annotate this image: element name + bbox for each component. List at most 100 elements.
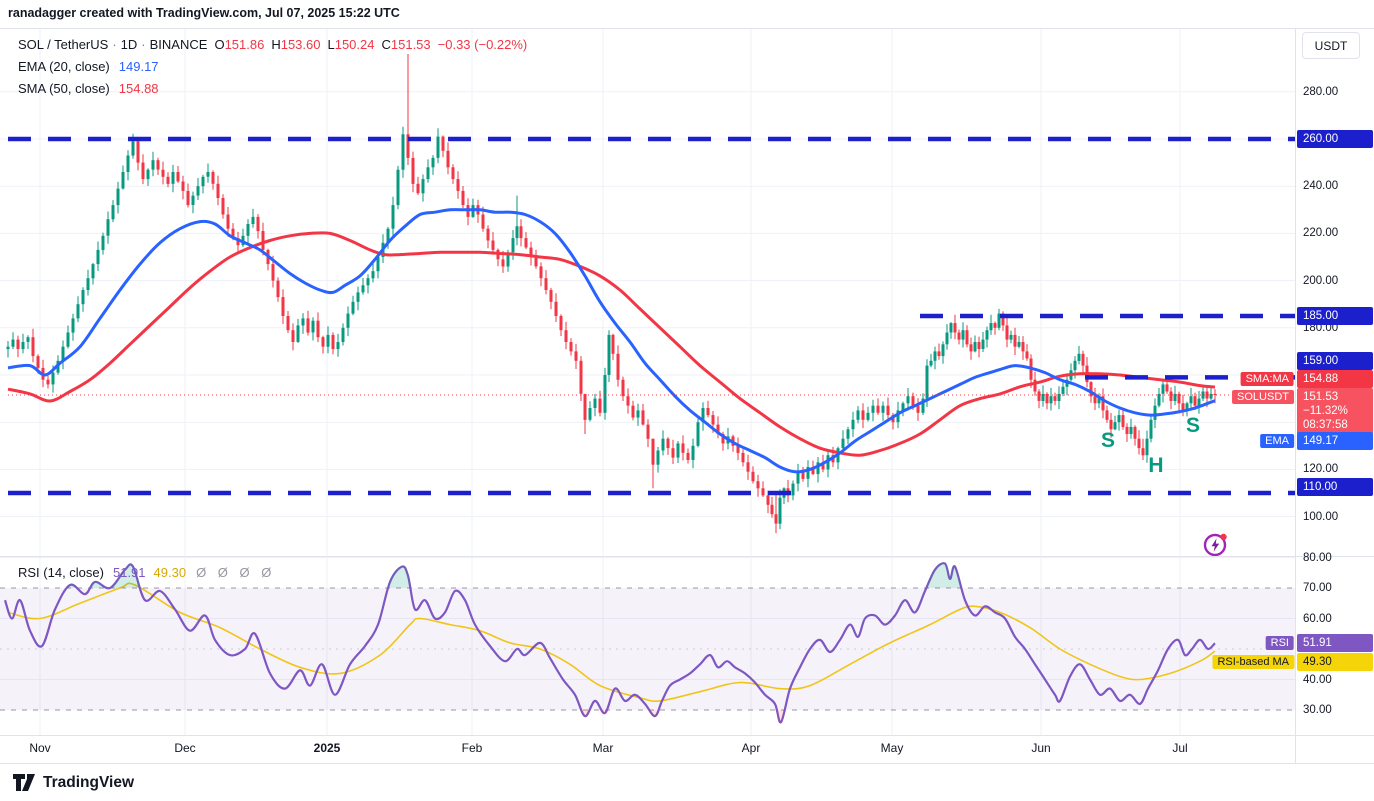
candle-body bbox=[559, 316, 563, 331]
head-shoulders-label-h[interactable]: H bbox=[1148, 454, 1164, 477]
candle-body bbox=[401, 134, 405, 170]
symbol-price-badge: 151.53 −11.32% 08:37:58 bbox=[1297, 388, 1373, 434]
separator-dot: · bbox=[141, 36, 146, 52]
candle-body bbox=[456, 179, 460, 191]
candle-body bbox=[481, 214, 485, 229]
rsi-value-badge: 51.91 bbox=[1297, 634, 1373, 652]
rsi-indicator-label[interactable]: RSI (14, close) bbox=[18, 564, 104, 580]
candle-body bbox=[1145, 438, 1149, 456]
header-divider bbox=[0, 28, 1374, 29]
high-letter: H bbox=[271, 36, 281, 52]
sma50-line bbox=[7, 231, 1216, 457]
tradingview-brand-text: TradingView bbox=[43, 773, 135, 791]
exchange-label[interactable]: BINANCE bbox=[149, 36, 208, 52]
head-shoulders-label-s[interactable]: S bbox=[1185, 414, 1201, 437]
interval-label[interactable]: 1D bbox=[120, 36, 138, 52]
candle-body bbox=[593, 398, 597, 408]
candle-body bbox=[451, 167, 455, 180]
candle-body bbox=[126, 155, 130, 172]
candle-body bbox=[1189, 396, 1193, 404]
candle-body bbox=[989, 323, 993, 331]
candle-body bbox=[1105, 410, 1109, 420]
symbol-name[interactable]: SOL / TetherUS bbox=[18, 36, 109, 52]
change-value: −0.33 (−0.22%) bbox=[437, 36, 528, 52]
candle-body bbox=[196, 186, 200, 196]
candle-body bbox=[616, 353, 620, 380]
candle-body bbox=[36, 356, 40, 368]
candle-body bbox=[271, 264, 275, 281]
sma-indicator-value: 154.88 bbox=[118, 80, 159, 96]
candle-body bbox=[76, 304, 80, 319]
time-axis-divider bbox=[0, 735, 1374, 736]
head-shoulders-label-s[interactable]: S bbox=[1100, 429, 1116, 452]
candle-body bbox=[876, 405, 880, 413]
grid-layer bbox=[0, 28, 1295, 735]
time-axis-label-apr[interactable]: Apr bbox=[741, 741, 761, 755]
candle-body bbox=[1181, 403, 1185, 411]
price-axis-label: 120.00 bbox=[1303, 463, 1339, 476]
rsi-ma-value-badge: 49.30 bbox=[1297, 653, 1373, 671]
candle-body bbox=[91, 264, 95, 279]
candle-body bbox=[421, 179, 425, 194]
candle-body bbox=[871, 405, 875, 413]
sma-indicator-label[interactable]: SMA (50, close) bbox=[18, 80, 110, 96]
candle-body bbox=[949, 323, 953, 333]
time-axis-label-may[interactable]: May bbox=[880, 741, 904, 755]
currency-toggle-button[interactable]: USDT bbox=[1302, 32, 1360, 59]
time-axis-label-dec[interactable]: Dec bbox=[174, 741, 196, 755]
time-axis-label-jun[interactable]: Jun bbox=[1031, 741, 1051, 755]
candle-body bbox=[106, 219, 110, 236]
candle-body bbox=[746, 462, 750, 472]
candle-body bbox=[1165, 384, 1169, 392]
candle-body bbox=[51, 372, 55, 385]
notification-dot bbox=[1220, 533, 1227, 541]
time-axis-label-nov[interactable]: Nov bbox=[29, 741, 51, 755]
low-letter: L bbox=[327, 36, 335, 52]
candle-body bbox=[1057, 393, 1061, 401]
candle-body bbox=[1021, 342, 1025, 352]
flash-sticker-icon[interactable] bbox=[1203, 533, 1227, 557]
tradingview-logo[interactable]: TradingView bbox=[12, 772, 134, 793]
candle-body bbox=[386, 228, 390, 243]
candle-body bbox=[376, 257, 380, 272]
candle-body bbox=[291, 330, 295, 342]
time-axis-label-feb[interactable]: Feb bbox=[461, 741, 483, 755]
candle-body bbox=[1177, 393, 1181, 404]
candle-body bbox=[101, 235, 105, 250]
candle-body bbox=[1005, 325, 1009, 340]
time-axis-label-2025[interactable]: 2025 bbox=[313, 741, 341, 755]
candle-body bbox=[1141, 448, 1145, 456]
price-axis-divider[interactable] bbox=[1295, 28, 1296, 763]
candle-body bbox=[656, 450, 660, 465]
candle-body bbox=[411, 157, 415, 184]
candle-body bbox=[851, 419, 855, 430]
candle-body bbox=[945, 332, 949, 345]
candle-body bbox=[416, 183, 420, 194]
ema-indicator-label[interactable]: EMA (20, close) bbox=[18, 58, 110, 74]
candle-body bbox=[206, 172, 210, 177]
candle-body bbox=[866, 412, 870, 420]
candle-body bbox=[136, 141, 140, 163]
candle-body bbox=[973, 342, 977, 352]
symbol-badge-line: −11.32% bbox=[1303, 405, 1348, 417]
candle-body bbox=[741, 452, 745, 463]
candle-body bbox=[171, 172, 175, 184]
candle-body bbox=[651, 438, 655, 465]
candle-body bbox=[579, 360, 583, 394]
time-axis-label-jul[interactable]: Jul bbox=[1172, 741, 1188, 755]
candles-layer[interactable] bbox=[6, 54, 1217, 534]
candle-body bbox=[901, 403, 905, 411]
candle-body bbox=[1213, 393, 1217, 395]
pane-divider[interactable] bbox=[0, 556, 1374, 557]
candle-body bbox=[937, 351, 941, 357]
rsi-line bbox=[3, 562, 1216, 724]
candle-body bbox=[1013, 334, 1017, 347]
candle-body bbox=[1045, 393, 1049, 404]
candle-body bbox=[925, 365, 929, 399]
candle-body bbox=[588, 408, 592, 420]
candle-body bbox=[1093, 396, 1097, 404]
time-axis-label-mar[interactable]: Mar bbox=[592, 741, 614, 755]
candle-body bbox=[676, 443, 680, 458]
candle-body bbox=[846, 429, 850, 439]
